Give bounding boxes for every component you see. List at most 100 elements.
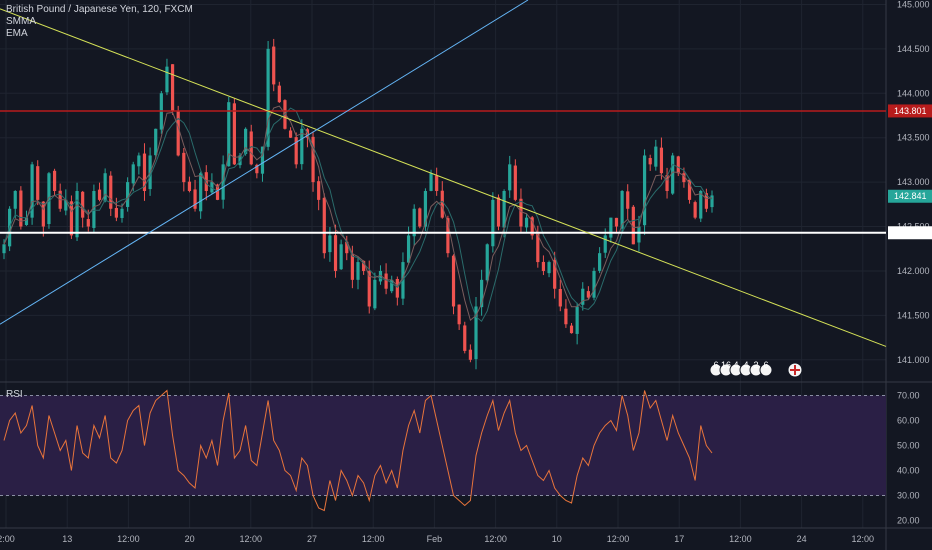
candle[interactable]	[451, 254, 456, 315]
candle[interactable]	[356, 257, 360, 290]
candle[interactable]	[496, 194, 501, 231]
candle[interactable]	[569, 323, 574, 334]
candle[interactable]	[440, 181, 444, 219]
candle[interactable]	[19, 186, 23, 230]
candle[interactable]	[215, 183, 220, 201]
candle[interactable]	[631, 204, 635, 245]
candle[interactable]	[463, 321, 467, 354]
candle[interactable]	[24, 210, 29, 226]
candle[interactable]	[272, 38, 276, 92]
candle[interactable]	[693, 200, 697, 220]
candle[interactable]	[176, 105, 180, 157]
candle[interactable]	[710, 190, 714, 213]
candle[interactable]	[244, 127, 248, 156]
candle[interactable]	[154, 128, 158, 159]
candle[interactable]	[395, 276, 399, 306]
candle[interactable]	[418, 207, 422, 229]
candle[interactable]	[592, 267, 596, 301]
candle[interactable]	[36, 160, 40, 206]
candle[interactable]	[345, 235, 349, 261]
candle[interactable]	[642, 149, 647, 235]
candle[interactable]	[474, 297, 478, 370]
candle[interactable]	[165, 58, 169, 96]
indicator-ema-label[interactable]: EMA	[6, 28, 28, 39]
candle[interactable]	[232, 98, 236, 166]
uptrend-line[interactable]	[0, 0, 529, 325]
candle[interactable]	[530, 215, 534, 240]
candle[interactable]	[103, 168, 107, 203]
candle[interactable]	[665, 167, 669, 199]
candle[interactable]	[2, 239, 6, 260]
candle[interactable]	[654, 139, 658, 171]
candle[interactable]	[480, 269, 484, 316]
candle[interactable]	[182, 147, 186, 192]
candle[interactable]	[614, 217, 619, 234]
candle[interactable]	[659, 137, 664, 180]
candle[interactable]	[227, 96, 231, 167]
candle[interactable]	[47, 171, 51, 229]
candle[interactable]	[626, 184, 630, 220]
candle[interactable]	[126, 177, 130, 212]
candle[interactable]	[69, 195, 74, 239]
candle[interactable]	[13, 190, 17, 219]
smma-line[interactable]	[3, 107, 713, 323]
candle[interactable]	[508, 155, 512, 198]
candle[interactable]	[52, 168, 57, 196]
candle[interactable]	[491, 192, 495, 253]
candle[interactable]	[485, 243, 489, 283]
candle[interactable]	[322, 193, 326, 259]
candle[interactable]	[581, 282, 585, 311]
candle[interactable]	[114, 197, 118, 222]
candle[interactable]	[159, 90, 163, 134]
candle[interactable]	[384, 263, 388, 295]
candle[interactable]	[294, 132, 298, 169]
candle[interactable]	[41, 201, 45, 237]
candle[interactable]	[187, 176, 192, 193]
candle[interactable]	[598, 247, 602, 274]
candle[interactable]	[317, 176, 321, 211]
candle[interactable]	[609, 217, 613, 243]
candle[interactable]	[524, 214, 529, 234]
candle[interactable]	[75, 182, 79, 242]
candle[interactable]	[97, 182, 102, 202]
candle[interactable]	[468, 344, 472, 363]
candle[interactable]	[390, 275, 394, 294]
candle[interactable]	[277, 81, 281, 103]
candle[interactable]	[699, 189, 703, 223]
candle[interactable]	[704, 188, 708, 213]
candle[interactable]	[519, 188, 523, 234]
candle[interactable]	[142, 143, 147, 201]
candle[interactable]	[586, 286, 590, 300]
downtrend-line[interactable]	[0, 8, 887, 347]
candle[interactable]	[547, 260, 551, 278]
candle[interactable]	[564, 299, 568, 328]
candle[interactable]	[30, 161, 34, 225]
candle[interactable]	[373, 272, 377, 311]
candle[interactable]	[210, 173, 214, 195]
candle[interactable]	[137, 152, 141, 175]
candle[interactable]	[170, 64, 175, 115]
resistance-tag[interactable]	[888, 104, 932, 118]
candle[interactable]	[339, 239, 343, 271]
candle[interactable]	[109, 171, 113, 217]
rsi-pane-label[interactable]: RSI	[6, 389, 23, 400]
candle[interactable]	[513, 159, 517, 202]
last-price-tag[interactable]	[888, 189, 932, 203]
support-tag[interactable]	[888, 226, 932, 240]
candle[interactable]	[193, 179, 197, 212]
ema-line[interactable]	[3, 105, 713, 321]
candle[interactable]	[541, 255, 546, 276]
candle[interactable]	[266, 40, 270, 151]
indicator-smma-label[interactable]: SMMA	[6, 16, 36, 27]
candle[interactable]	[575, 302, 579, 345]
candle[interactable]	[64, 189, 68, 216]
rsi-line[interactable]	[3, 389, 713, 512]
candle[interactable]	[558, 279, 562, 312]
candle[interactable]	[249, 124, 253, 166]
candle[interactable]	[457, 304, 461, 330]
candle[interactable]	[648, 154, 652, 171]
candle[interactable]	[288, 127, 293, 139]
candle[interactable]	[435, 167, 439, 196]
